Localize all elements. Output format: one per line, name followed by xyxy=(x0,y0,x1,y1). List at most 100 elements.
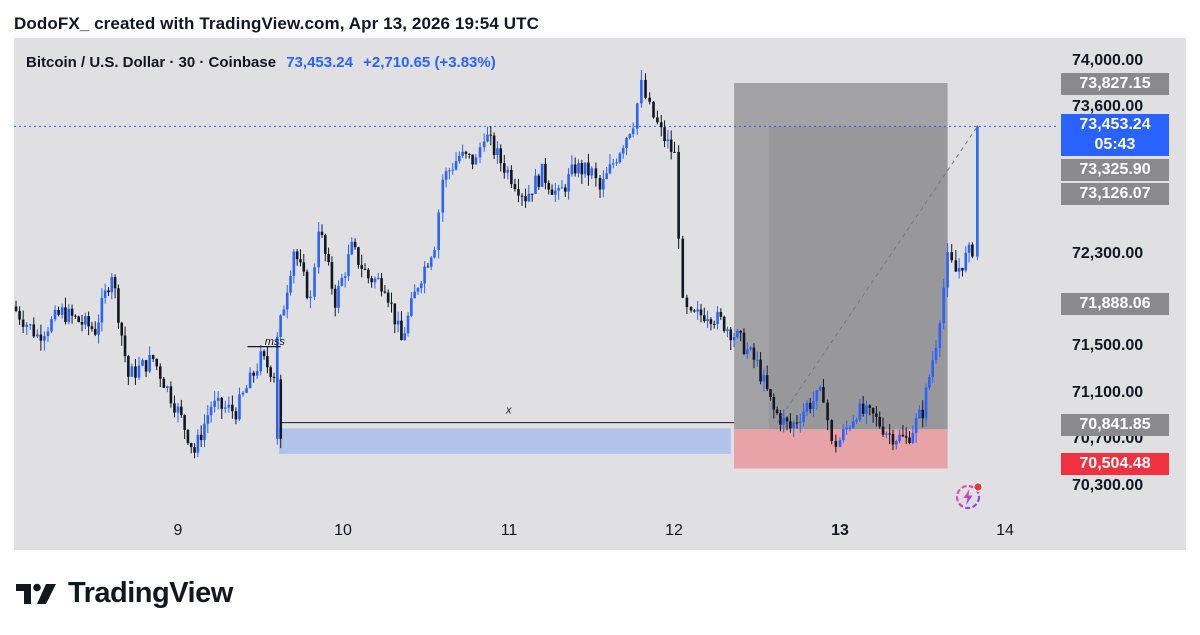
candle-body xyxy=(726,329,729,331)
candle-body xyxy=(496,148,499,156)
legend-change: +2,710.65 (+3.83%) xyxy=(363,54,496,71)
candle-body xyxy=(719,311,723,317)
candle-body xyxy=(100,297,104,323)
candle-body xyxy=(309,296,312,299)
candle-body xyxy=(357,247,360,265)
candle-body xyxy=(39,334,43,341)
lightning-alert-icon[interactable] xyxy=(952,480,984,512)
candle-body xyxy=(241,392,245,395)
candle-body xyxy=(861,403,865,414)
stop-zone xyxy=(734,429,948,469)
candle-body xyxy=(625,137,628,149)
candle-body xyxy=(32,324,36,337)
candle-body xyxy=(347,254,350,277)
candle-body xyxy=(530,193,534,195)
candle-body xyxy=(934,348,938,361)
candle-body xyxy=(166,386,169,388)
candle-body xyxy=(967,244,971,253)
candle-body xyxy=(255,371,259,376)
candle-body xyxy=(918,409,921,419)
candle-body xyxy=(43,336,46,341)
chart-header-credit: DodoFX_ created with TradingView.com, Ap… xyxy=(14,14,539,33)
level-price-tag: 73,126.07 xyxy=(1061,183,1169,205)
tradingview-logo[interactable]: TradingView xyxy=(16,577,233,610)
candle-body xyxy=(333,288,337,308)
candle-body xyxy=(772,396,776,410)
candle-body xyxy=(798,421,802,423)
candle-body xyxy=(53,310,57,320)
candle-body xyxy=(189,443,193,448)
candle-body xyxy=(673,151,676,153)
candle-body xyxy=(594,168,598,179)
candle-body xyxy=(789,421,792,429)
candle-body xyxy=(478,147,482,158)
candle-body xyxy=(173,403,176,413)
candle-body xyxy=(196,434,200,453)
candle-body xyxy=(709,319,713,324)
candle-body xyxy=(957,267,961,272)
candle-body xyxy=(302,262,306,272)
candle-body xyxy=(602,178,605,190)
candle-body xyxy=(510,169,513,185)
candle-body xyxy=(441,179,445,213)
candle-body xyxy=(544,163,547,183)
candle-body xyxy=(868,405,872,408)
candle-body xyxy=(350,241,354,255)
candle-body xyxy=(527,193,531,202)
candle-body xyxy=(648,97,651,102)
candle-body xyxy=(729,329,733,341)
candle-body xyxy=(928,376,931,388)
candle-body xyxy=(337,285,340,308)
candle-body xyxy=(113,277,117,289)
candle-body xyxy=(875,413,878,417)
candle-body xyxy=(570,164,574,175)
candle-body xyxy=(635,103,639,129)
candle-body xyxy=(587,162,590,176)
candle-body xyxy=(21,319,25,327)
candle-body xyxy=(904,436,908,438)
candle-body xyxy=(380,278,383,292)
candle-body xyxy=(413,291,416,299)
candle-body xyxy=(611,163,615,165)
candle-body xyxy=(659,122,663,128)
candle-body xyxy=(193,447,196,453)
candle-body xyxy=(621,148,625,154)
candle-body xyxy=(894,441,898,445)
candle-body xyxy=(950,252,954,261)
candle-body xyxy=(742,332,746,355)
candle-body xyxy=(117,288,120,323)
candle-body xyxy=(499,148,503,164)
projection-line xyxy=(776,126,978,423)
candle-body xyxy=(699,309,703,316)
candle-body xyxy=(127,356,130,377)
chart-panel[interactable] xyxy=(14,38,1186,550)
candle-body xyxy=(848,427,852,429)
candle-body xyxy=(266,356,269,368)
candle-body xyxy=(812,401,815,409)
candle-body xyxy=(898,434,901,442)
candle-body xyxy=(386,292,390,303)
target-price-tag: 73,827.15 xyxy=(1061,73,1169,95)
candle-body xyxy=(471,154,474,165)
candle-body xyxy=(396,320,400,325)
candle-body xyxy=(64,307,67,322)
candle-body xyxy=(615,162,618,164)
candle-body xyxy=(851,421,855,428)
candle-body xyxy=(474,157,478,165)
candle-body xyxy=(423,266,426,284)
candle-body xyxy=(14,306,18,311)
candle-body xyxy=(148,355,151,372)
candle-body xyxy=(489,134,493,136)
tradingview-logo-text: TradingView xyxy=(68,577,233,609)
candle-body xyxy=(785,417,789,422)
symbol-title: Bitcoin / U.S. Dollar · 30 · Coinbase xyxy=(26,54,277,71)
candle-body xyxy=(914,418,918,433)
time-axis-label: 14 xyxy=(996,522,1014,539)
candle-body xyxy=(830,420,834,442)
candle-body xyxy=(640,79,643,104)
candle-body xyxy=(865,405,868,414)
candle-body xyxy=(782,417,786,425)
candle-body xyxy=(448,170,451,172)
tradingview-logo-icon xyxy=(16,583,56,604)
